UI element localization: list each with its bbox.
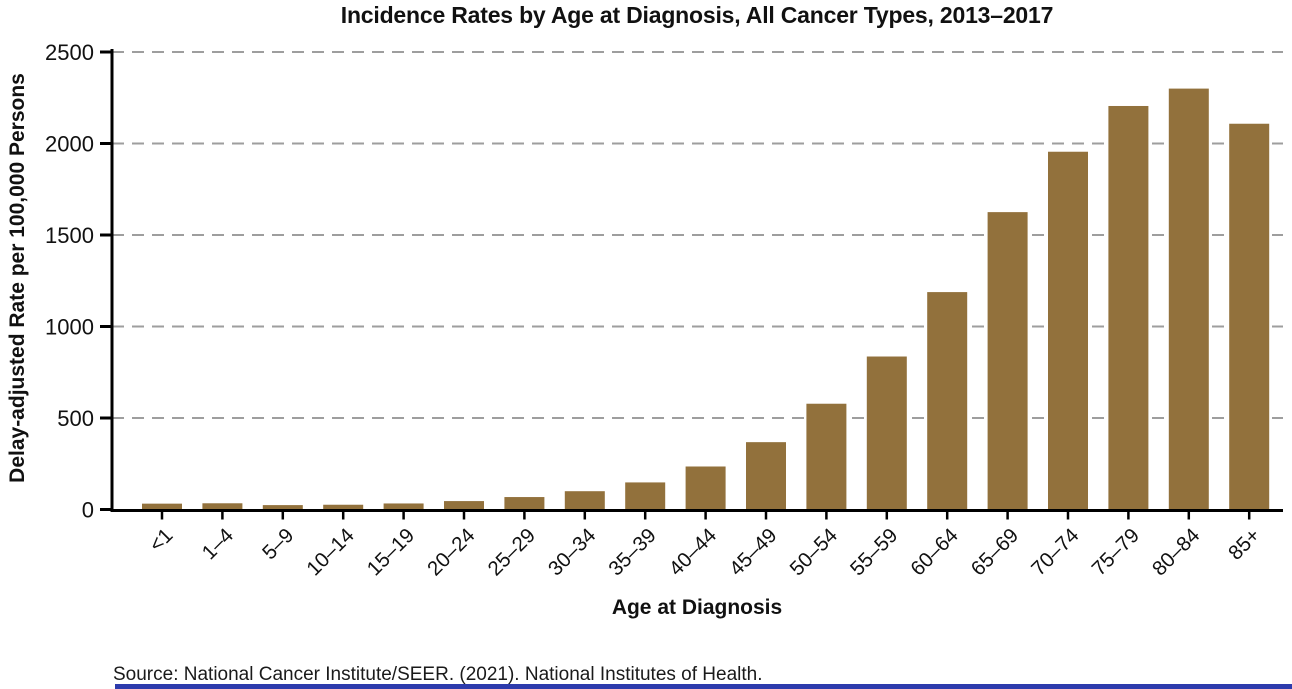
bar-80–84 <box>1168 88 1209 510</box>
bar-40–44 <box>685 466 726 510</box>
y-tick-label-500: 500 <box>57 406 94 431</box>
bar-55–59 <box>866 356 907 510</box>
x-tick-label-15–19: 15–19 <box>363 524 420 581</box>
bar-30–34 <box>564 491 605 510</box>
bar-25–29 <box>504 497 545 510</box>
source-note: Source: National Cancer Institute/SEER. … <box>113 664 763 685</box>
x-tick-label-75–79: 75–79 <box>1087 524 1144 581</box>
x-tick-label-5–9: 5–9 <box>258 524 298 564</box>
y-tick-label-1500: 1500 <box>45 223 94 248</box>
y-tick-label-0: 0 <box>82 498 94 523</box>
bar-35–39 <box>625 482 666 510</box>
bar-10–14 <box>323 504 364 510</box>
bar-20–24 <box>444 501 484 510</box>
chart-title: Incidence Rates by Age at Diagnosis, All… <box>340 2 1054 28</box>
y-tick-label-1000: 1000 <box>45 315 94 340</box>
bar-60–64 <box>927 292 968 510</box>
bar-85+ <box>1229 123 1270 510</box>
x-tick-label-60–64: 60–64 <box>906 524 963 581</box>
bar-75–79 <box>1108 105 1149 510</box>
x-tick-label-70–74: 70–74 <box>1027 524 1084 581</box>
bar-65–69 <box>987 212 1028 510</box>
y-tick-label-2500: 2500 <box>45 40 94 65</box>
x-tick-label-45–49: 45–49 <box>725 524 782 581</box>
bar-<1 <box>142 503 182 510</box>
x-tick-label-55–59: 55–59 <box>846 524 903 581</box>
x-tick-label-85+: 85+ <box>1224 524 1265 565</box>
x-tick-label-30–34: 30–34 <box>544 524 601 581</box>
x-tick-label-20–24: 20–24 <box>423 524 480 581</box>
x-tick-label-65–69: 65–69 <box>967 524 1024 581</box>
x-tick-label-1–4: 1–4 <box>197 524 237 564</box>
y-axis-title: Delay-adjusted Rate per 100,000 Persons <box>6 73 29 483</box>
footer-rule <box>115 684 1292 689</box>
bar-1–4 <box>202 503 243 510</box>
x-tick-label-50–54: 50–54 <box>785 524 842 581</box>
x-tick-label-<1: <1 <box>145 524 178 557</box>
x-tick-label-40–44: 40–44 <box>665 524 722 581</box>
x-tick-label-80–84: 80–84 <box>1148 524 1205 581</box>
x-tick-label-25–29: 25–29 <box>483 524 540 581</box>
bar-50–54 <box>806 403 847 510</box>
bar-70–74 <box>1048 151 1088 510</box>
x-tick-label-35–39: 35–39 <box>604 524 661 581</box>
x-tick-label-10–14: 10–14 <box>302 524 359 581</box>
bar-45–49 <box>746 442 786 510</box>
bar-15–19 <box>383 503 424 510</box>
bar-5–9 <box>262 505 303 510</box>
y-tick-label-2000: 2000 <box>45 132 94 157</box>
x-axis-title: Age at Diagnosis <box>611 596 783 619</box>
